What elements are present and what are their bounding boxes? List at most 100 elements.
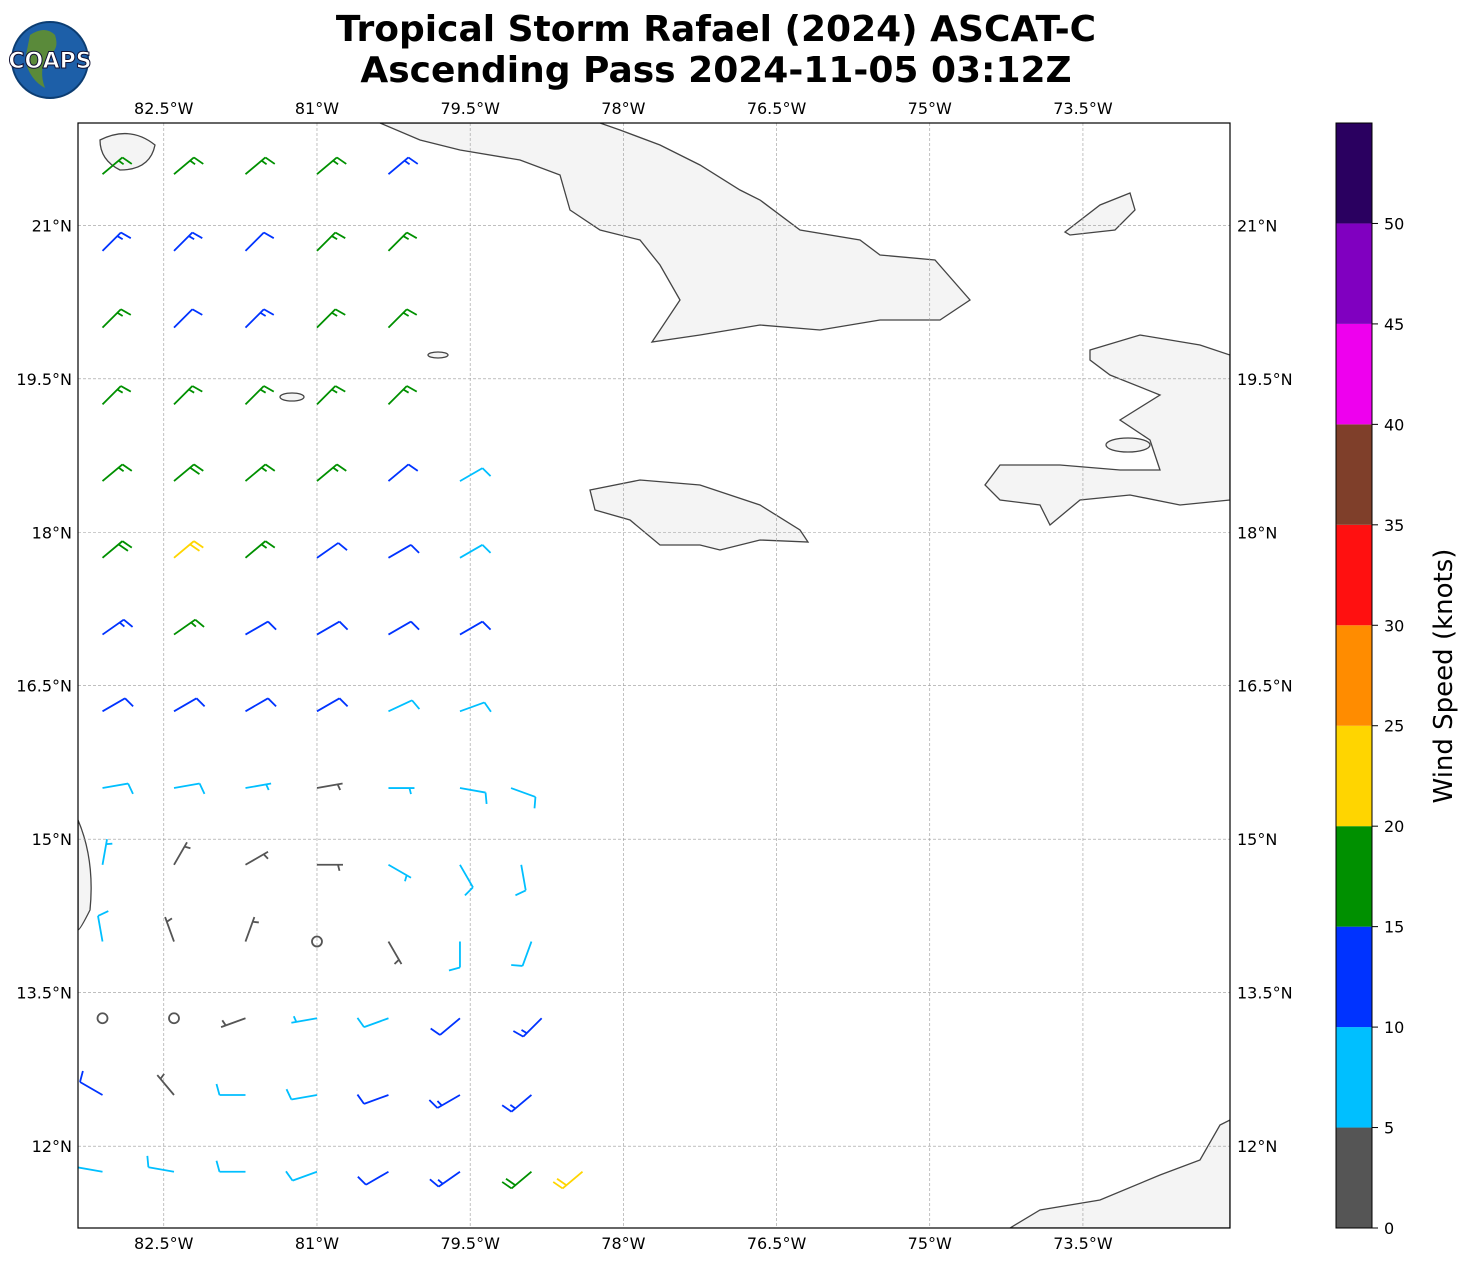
colorbar-segment <box>1336 1027 1372 1128</box>
wind-barb <box>316 542 348 559</box>
y-tick-label: 16.5°N <box>1237 677 1293 696</box>
wind-barb <box>356 1094 389 1105</box>
wind-barb <box>173 782 206 795</box>
x-tick-label: 81°W <box>295 1234 339 1253</box>
wind-barb <box>173 463 204 482</box>
y-tick-label: 12°N <box>1237 1137 1277 1156</box>
wind-barb <box>387 231 418 252</box>
wind-barb <box>244 385 275 406</box>
wind-barb <box>316 385 346 406</box>
wind-barb <box>291 1015 318 1024</box>
x-tick-label: 73.5°W <box>1053 99 1113 118</box>
title-line-1: Tropical Storm Rafael (2024) ASCAT-C <box>336 9 1096 50</box>
wind-barb <box>356 1017 389 1028</box>
y-tick-label: 12°N <box>32 1137 72 1156</box>
y-tick-label: 18°N <box>32 523 72 542</box>
wind-barb <box>316 620 349 636</box>
wind-barb <box>316 308 346 329</box>
wind-barb <box>316 697 349 713</box>
wind-barb <box>285 1088 318 1101</box>
wind-barb <box>428 1094 461 1109</box>
wind-barb <box>173 385 203 406</box>
wind-barb <box>285 1170 318 1182</box>
wind-barb <box>101 156 133 175</box>
wind-barb <box>245 851 269 866</box>
colorbar-segment <box>1336 725 1372 827</box>
colorbar-tick-label: 10 <box>1384 1018 1404 1037</box>
wind-barb <box>387 308 418 329</box>
wind-barb <box>515 864 527 897</box>
cuba <box>379 123 971 343</box>
y-tick-label: 15°N <box>1237 830 1277 849</box>
x-tick-label: 75°W <box>908 1234 952 1253</box>
wind-barb <box>101 839 113 865</box>
colorbar-tick-label: 45 <box>1384 315 1404 334</box>
wind-barb <box>316 231 346 252</box>
wind-barb <box>173 841 191 866</box>
logo-text: COAPS <box>8 49 91 74</box>
wind-barb <box>97 910 109 942</box>
map <box>78 123 1230 1228</box>
colorbar-label: Wind Speed (knots) <box>1429 549 1459 804</box>
wind-barb <box>430 1017 461 1036</box>
logo: COAPS <box>8 21 92 99</box>
wind-barb <box>388 699 421 713</box>
south-america <box>1008 1119 1230 1228</box>
wind-barb <box>220 1017 246 1028</box>
wind-barb <box>388 787 415 795</box>
wind-barb <box>79 1070 103 1096</box>
colorbar-tick-label: 5 <box>1384 1119 1394 1138</box>
colorbar-tick-label: 30 <box>1384 616 1404 635</box>
wind-barb <box>101 231 132 252</box>
colorbar-segment <box>1336 123 1372 224</box>
x-tick-label: 78°W <box>601 99 645 118</box>
wind-barb <box>459 467 492 482</box>
colorbar-segment <box>1336 323 1372 425</box>
y-tick-label: 18°N <box>1237 523 1277 542</box>
y-tick-label: 19.5°N <box>16 370 72 389</box>
gridlines <box>78 123 1230 1228</box>
wind-barb <box>101 463 133 482</box>
wind-barb <box>245 697 277 713</box>
calm-circle <box>311 935 323 948</box>
wind-barb <box>101 540 133 559</box>
wind-barb <box>388 864 412 882</box>
wind-barb <box>387 385 418 406</box>
wind-barb <box>459 701 492 713</box>
wind-barb <box>173 231 203 252</box>
hispaniola <box>984 334 1230 527</box>
gonave <box>1105 437 1151 453</box>
map-frame <box>77 122 1231 1229</box>
x-tick-label: 78°W <box>601 1234 645 1253</box>
cayman-brac <box>427 351 449 359</box>
wind-barb <box>101 308 132 329</box>
wind-barb <box>244 463 276 482</box>
wind-barb <box>388 544 420 559</box>
wind-barb <box>459 620 492 636</box>
wind-barb <box>101 385 132 406</box>
wind-barb <box>448 941 461 972</box>
colorbar-segment <box>1336 1127 1372 1228</box>
wind-barb <box>244 231 275 252</box>
wind-barb <box>156 1073 175 1096</box>
colorbar-segment <box>1336 424 1372 525</box>
calm-circle <box>168 1012 180 1025</box>
y-tick-label: 19.5°N <box>1237 370 1293 389</box>
wind-barb <box>244 156 276 175</box>
wind-barb <box>102 697 134 713</box>
wind-barb <box>501 1171 533 1190</box>
colorbar-segment <box>1336 524 1372 626</box>
wind-barb <box>173 697 206 713</box>
wind-barb <box>512 1017 543 1038</box>
wind-barb <box>215 1083 246 1096</box>
x-tick-label: 82.5°W <box>134 99 194 118</box>
logo-land <box>25 30 57 88</box>
wind-barb <box>387 156 419 175</box>
colorbar-segment <box>1336 223 1372 324</box>
x-tick-label: 76.5°W <box>747 99 807 118</box>
wind-barb <box>146 1155 175 1173</box>
wind-barb <box>173 540 204 559</box>
wind-barb <box>101 618 134 636</box>
wind-barb <box>316 782 343 791</box>
